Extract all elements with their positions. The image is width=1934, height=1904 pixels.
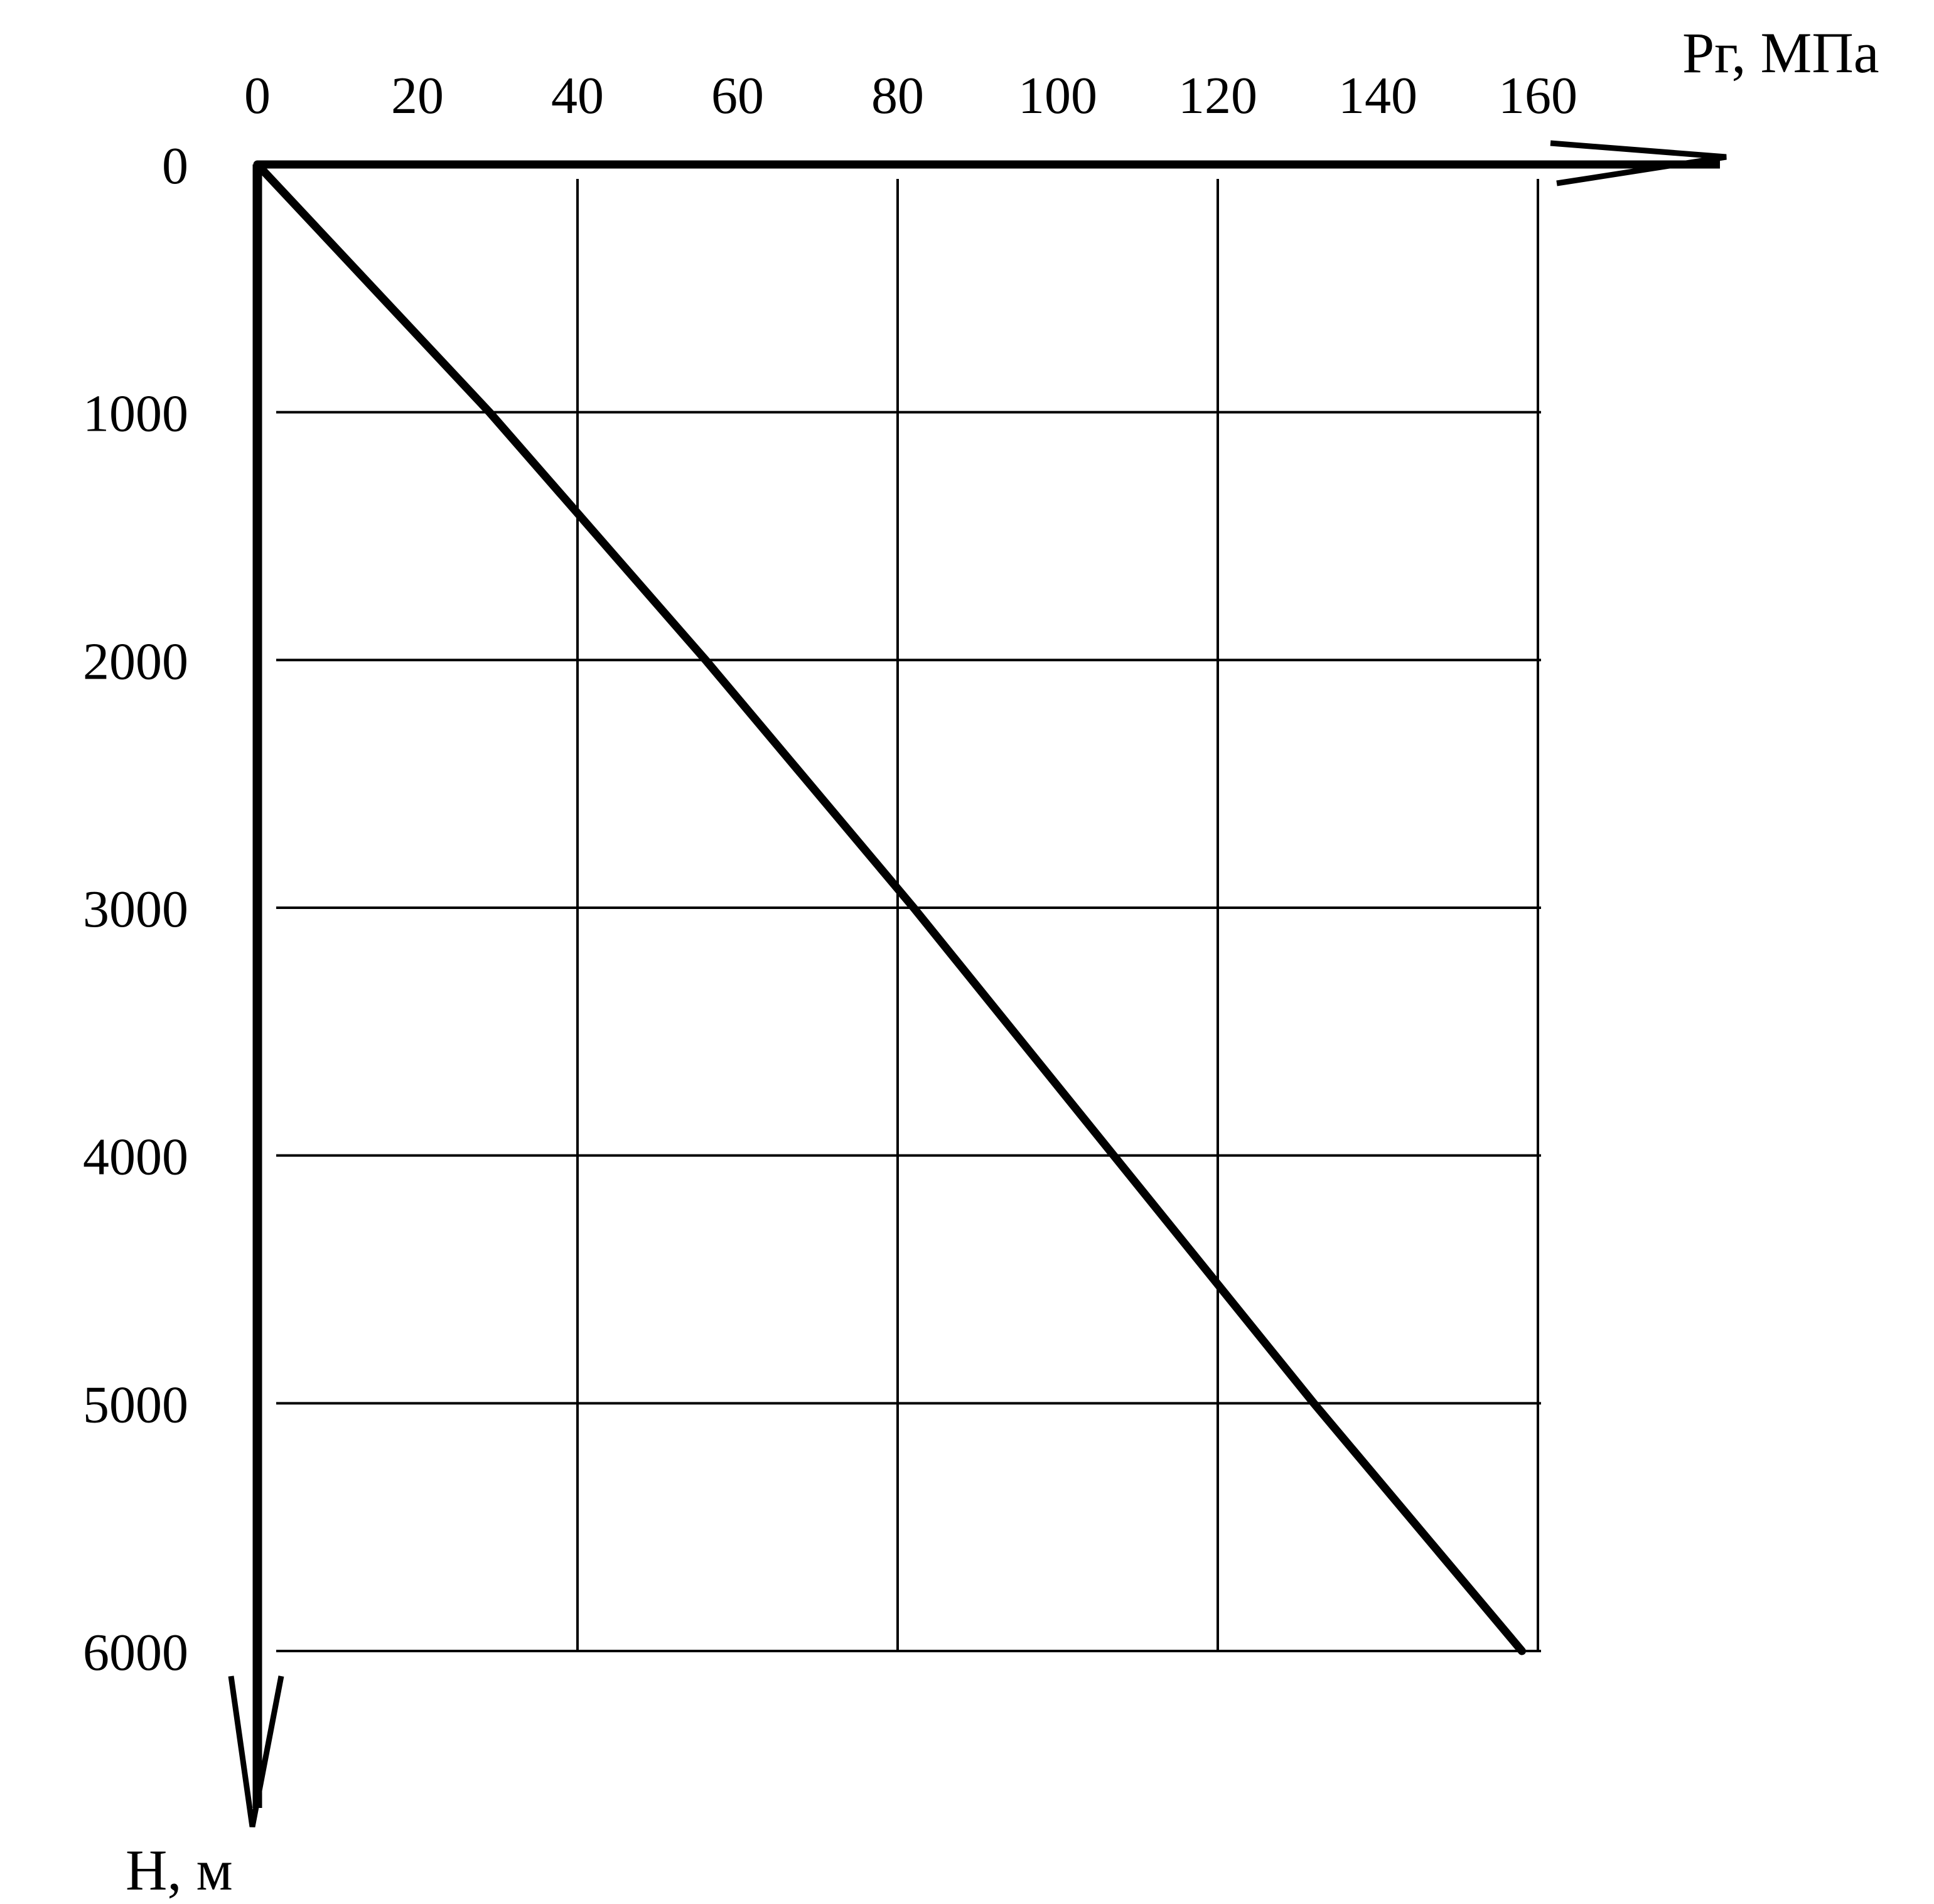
y-tick-label-0: 0: [162, 137, 188, 195]
x-tick-label-40: 40: [551, 67, 604, 125]
x-tick-label-160: 160: [1498, 67, 1577, 125]
y-tick-label-5000: 5000: [83, 1375, 188, 1434]
x-axis-title: Рг, МПа: [1682, 21, 1879, 85]
x-tick-label-120: 120: [1178, 67, 1257, 125]
x-tick-label-80: 80: [871, 67, 924, 125]
axes: [228, 140, 1727, 1827]
x-tick-label-20: 20: [391, 67, 444, 125]
y-axis-title: Н, м: [126, 1838, 233, 1902]
y-tick-label-6000: 6000: [83, 1623, 188, 1682]
y-tick-label-4000: 4000: [83, 1128, 188, 1186]
x-tick-label-60: 60: [711, 67, 764, 125]
grid: [276, 179, 1541, 1652]
x-tick-label-0: 0: [244, 67, 271, 125]
x-axis-arrowhead: [1550, 140, 1727, 186]
series: [253, 160, 1526, 1655]
x-tick-label-140: 140: [1338, 67, 1417, 125]
y-tick-label-1000: 1000: [83, 385, 188, 443]
tick-labels: 0 20 40 60 80 100 120 140 160 0 1000 2000 3000 4000 50…: [83, 67, 1577, 1682]
series-line-0: [253, 160, 1526, 1655]
x-tick-label-100: 100: [1018, 67, 1097, 125]
y-tick-label-2000: 2000: [83, 632, 188, 691]
y-tick-label-3000: 3000: [83, 880, 188, 939]
y-axis-arrowhead: [228, 1675, 284, 1827]
